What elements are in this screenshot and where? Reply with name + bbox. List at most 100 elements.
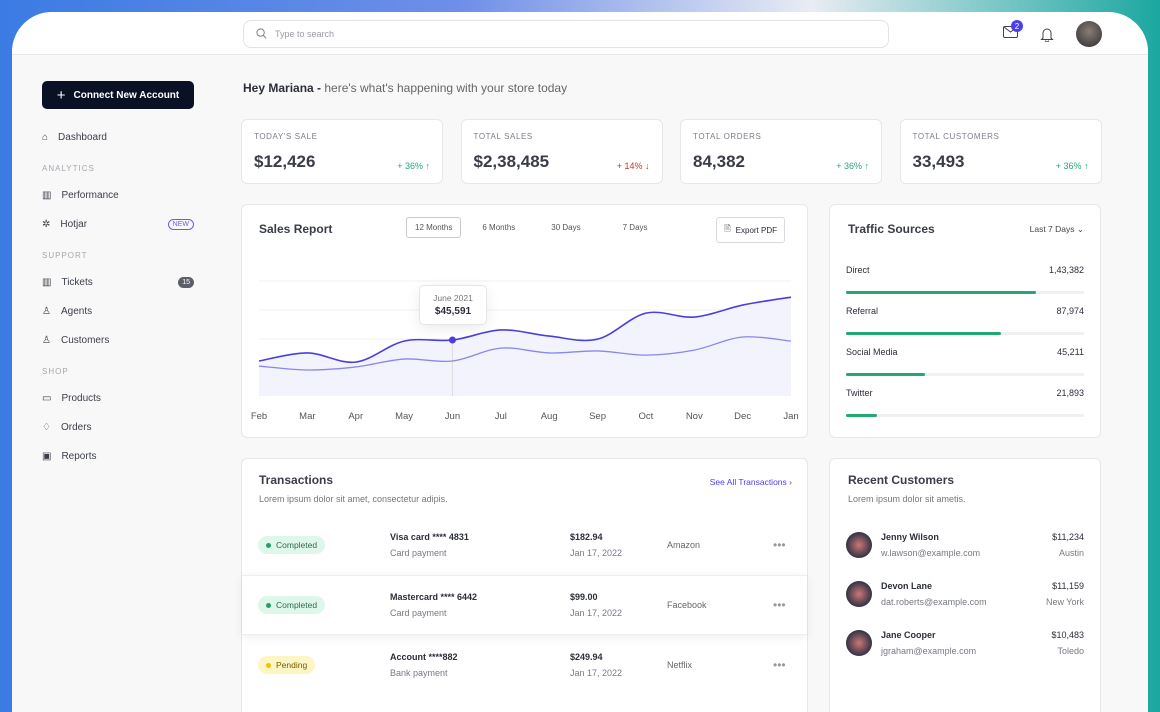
- x-tick-label: Dec: [734, 411, 751, 422]
- payment-type: Card payment: [390, 548, 447, 558]
- more-options-icon[interactable]: •••: [773, 538, 786, 552]
- customer-amount: $10,483: [1051, 629, 1084, 640]
- recent-customers-card: Recent Customers Lorem ipsum dolor sit a…: [829, 458, 1101, 712]
- stat-card: TOTAL ORDERS 84,382 + 36% ↑: [680, 119, 882, 184]
- user-icon: ♙: [42, 306, 51, 317]
- tab-7-days[interactable]: 7 Days: [622, 223, 648, 232]
- user-avatar[interactable]: [1076, 21, 1102, 47]
- search-icon: [256, 27, 267, 41]
- status-label: Completed: [276, 540, 318, 550]
- customer-row[interactable]: Jane Cooper jgraham@example.com $10,483 Tol…: [830, 618, 1100, 667]
- cursor-click-icon: ✲: [42, 219, 51, 230]
- customer-email: dat.roberts@example.com: [881, 596, 987, 607]
- source-bar-fill: [846, 332, 1001, 335]
- report-icon: ▣: [42, 451, 52, 462]
- transaction-row[interactable]: Completed Mastercard **** 6442 Card payme…: [242, 575, 807, 635]
- traffic-source-row: Social Media 45,211: [846, 347, 1084, 388]
- series-line-primary: [258, 296, 792, 364]
- series-line-secondary: [258, 336, 792, 371]
- merchant: Amazon: [667, 540, 701, 550]
- more-options-icon[interactable]: •••: [773, 598, 786, 612]
- payment-type: Bank payment: [390, 668, 448, 678]
- nav-label: Performance: [61, 190, 119, 201]
- bell-icon[interactable]: [1040, 27, 1054, 42]
- sidebar-item-products[interactable]: ▭ Products: [42, 384, 194, 413]
- mail-button[interactable]: 2: [1003, 20, 1023, 43]
- connect-account-button[interactable]: + Connect New Account: [42, 81, 194, 109]
- customer-city: New York: [1045, 596, 1084, 607]
- source-bar: [846, 373, 1084, 376]
- status-badge: Pending: [258, 656, 316, 674]
- x-tick-label: Oct: [639, 411, 654, 422]
- sales-report-card: Sales Report 12 Months 6 Months 30 Days …: [241, 204, 808, 438]
- see-all-label: See All Transactions: [709, 477, 787, 487]
- sidebar-item-reports[interactable]: ▣ Reports: [42, 442, 194, 471]
- stat-change: + 36% ↑: [397, 161, 430, 171]
- sidebar-item-tickets[interactable]: ▥ Tickets 15: [42, 268, 194, 297]
- search-placeholder: Type to search: [275, 29, 335, 39]
- chevron-right-icon: ›: [789, 477, 792, 487]
- status-label: Pending: [276, 660, 308, 670]
- tab-6-months[interactable]: 6 Months: [482, 223, 516, 232]
- stat-change: + 36% ↑: [836, 161, 869, 171]
- source-bar-fill: [846, 373, 925, 376]
- sidebar-item-agents[interactable]: ♙ Agents: [42, 297, 194, 326]
- stat-change: + 36% ↑: [1055, 161, 1089, 171]
- tab-12-months[interactable]: 12 Months: [406, 217, 462, 238]
- customer-city: Austin: [1058, 547, 1084, 558]
- sidebar-item-performance[interactable]: ▥ Performance: [42, 181, 194, 210]
- payment-method: Mastercard **** 6442: [390, 592, 478, 602]
- customer-amount: $11,234: [1052, 531, 1084, 542]
- more-options-icon[interactable]: •••: [773, 658, 786, 672]
- tooltip-label: June 2021: [433, 293, 473, 303]
- date: Jan 17, 2022: [570, 668, 623, 678]
- transaction-row[interactable]: Completed Visa card **** 4831 Card paymen…: [242, 515, 807, 575]
- users-icon: ♙: [42, 335, 51, 346]
- bar-chart-icon: ▥: [42, 190, 52, 201]
- customer-row[interactable]: Jenny Wilson w.lawson@example.com $11,234 A…: [830, 520, 1100, 569]
- source-label: Social Media: [846, 347, 898, 357]
- customer-name: Jane Cooper: [881, 629, 936, 640]
- source-value: 1,43,382: [1048, 265, 1084, 275]
- source-bar-fill: [846, 291, 1037, 294]
- sidebar-item-hotjar[interactable]: ✲ Hotjar NEW: [42, 210, 194, 239]
- source-value: 21,893: [1056, 388, 1084, 398]
- range-label: Last 7 Days: [1029, 224, 1075, 234]
- section-shop: SHOP: [42, 367, 69, 376]
- merchant: Netflix: [667, 660, 693, 670]
- greeting-name: Hey Mariana -: [243, 81, 322, 95]
- greeting: Hey Mariana - here's what's happening wi…: [243, 81, 567, 95]
- search-input[interactable]: Type to search: [243, 20, 889, 48]
- sidebar-item-customers[interactable]: ♙ Customers: [42, 326, 194, 355]
- transactions-card: Transactions Lorem ipsum dolor sit amet,…: [241, 458, 808, 712]
- tickets-count: 15: [178, 277, 194, 288]
- source-value: 45,211: [1057, 347, 1084, 357]
- source-label: Referral: [846, 306, 879, 316]
- x-tick-label: Apr: [348, 411, 363, 422]
- export-pdf-button[interactable]: 🗎 Export PDF: [716, 217, 785, 243]
- payment-method: Visa card **** 4831: [390, 532, 469, 542]
- customer-avatar: [846, 580, 872, 607]
- app-window: Type to search 2 + Connect New Account ⌂ D…: [12, 12, 1148, 712]
- source-bar: [846, 332, 1084, 335]
- chart-area: [259, 297, 791, 396]
- transactions-subtitle: Lorem ipsum dolor sit amet, consectetur …: [259, 494, 448, 504]
- traffic-sources-card: Traffic Sources Last 7 Days ⌄ Direct 1,43…: [829, 204, 1101, 438]
- amount: $99.00: [570, 592, 598, 602]
- stat-card: TOTAL SALES $2,38,485 + 14% ↓: [460, 119, 663, 184]
- status-badge: Completed: [258, 536, 326, 554]
- customers-title: Recent Customers: [848, 473, 955, 487]
- customer-city: Toledo: [1057, 645, 1084, 656]
- transaction-row[interactable]: Pending Account ****882 Bank payment $249…: [242, 635, 807, 695]
- x-tick-label: Mar: [299, 411, 315, 422]
- customer-avatar: [846, 531, 872, 558]
- customer-row[interactable]: Devon Lane dat.roberts@example.com $11,159…: [830, 569, 1100, 618]
- status-label: Completed: [276, 600, 318, 610]
- sidebar-item-orders[interactable]: ♢ Orders: [42, 413, 194, 442]
- range-dropdown[interactable]: Last 7 Days ⌄: [1030, 224, 1084, 235]
- stat-value: 84,382: [693, 152, 745, 171]
- export-label: Export PDF: [735, 225, 777, 235]
- sidebar-item-dashboard[interactable]: ⌂ Dashboard: [42, 123, 194, 152]
- tab-30-days[interactable]: 30 Days: [551, 223, 581, 232]
- see-all-transactions-link[interactable]: See All Transactions ›: [710, 477, 792, 487]
